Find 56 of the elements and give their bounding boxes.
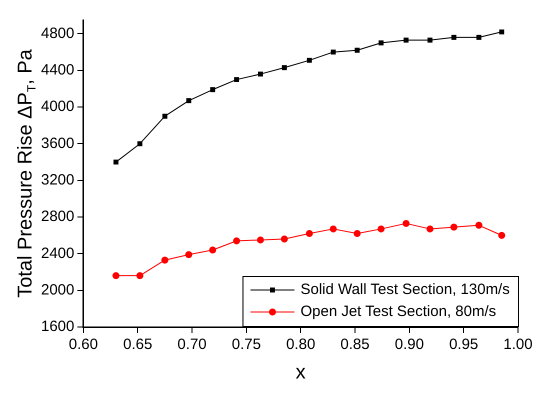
y-tick-label: 4000 <box>40 98 74 116</box>
y-tick-label: 2400 <box>40 244 74 262</box>
point <box>137 141 142 146</box>
point <box>306 58 312 63</box>
x-tick-label: 0.85 <box>340 336 370 354</box>
point <box>404 38 409 43</box>
point <box>210 87 216 92</box>
y-axis-title: Total Pressure Rise ΔPT, Pa <box>14 48 38 298</box>
point <box>233 237 240 244</box>
y-tick-label: 3200 <box>40 172 74 189</box>
point <box>330 50 336 55</box>
x-tick-label: 0.70 <box>177 336 207 354</box>
point <box>451 34 456 40</box>
legend-label: Solid Wall Test Section, 130m/s <box>300 281 510 298</box>
point <box>258 72 263 77</box>
point <box>475 222 482 229</box>
point <box>450 224 458 231</box>
point <box>112 272 120 280</box>
point <box>378 40 384 46</box>
y-tick-label: 1600 <box>40 318 74 336</box>
point <box>234 77 240 82</box>
point <box>499 29 504 34</box>
point <box>282 65 287 70</box>
point <box>113 160 118 165</box>
x-tick-label: 0.60 <box>68 336 98 354</box>
point <box>136 272 144 280</box>
point <box>185 251 192 258</box>
x-tick-label: 0.75 <box>232 336 261 354</box>
point <box>162 114 168 119</box>
point <box>378 225 385 232</box>
x-tick-label: 1.00 <box>503 336 533 354</box>
point <box>476 34 482 40</box>
point <box>161 256 168 264</box>
x-tick-label: 0.90 <box>394 336 424 354</box>
y-tick-label: 2000 <box>40 281 74 298</box>
x-tick-label: 0.65 <box>123 336 152 354</box>
y-tick-label: 4800 <box>40 24 74 42</box>
point <box>428 38 432 43</box>
y-tick-label: 2800 <box>40 208 74 226</box>
point <box>402 220 410 227</box>
x-tick-label: 0.80 <box>286 336 316 354</box>
legend-label: Open Jet Test Section, 80m/s <box>300 303 496 320</box>
point <box>306 230 313 238</box>
y-tick-label: 4400 <box>40 62 74 79</box>
point <box>280 236 288 243</box>
point <box>498 232 506 239</box>
point <box>330 225 337 232</box>
point <box>354 48 360 53</box>
x-axis-title: x <box>296 362 306 384</box>
point <box>256 236 264 244</box>
point <box>209 246 216 254</box>
point <box>354 230 361 238</box>
x-tick-label: 0.95 <box>449 336 478 354</box>
y-tick-label: 3600 <box>40 134 74 152</box>
point <box>186 98 192 104</box>
point <box>426 225 434 232</box>
